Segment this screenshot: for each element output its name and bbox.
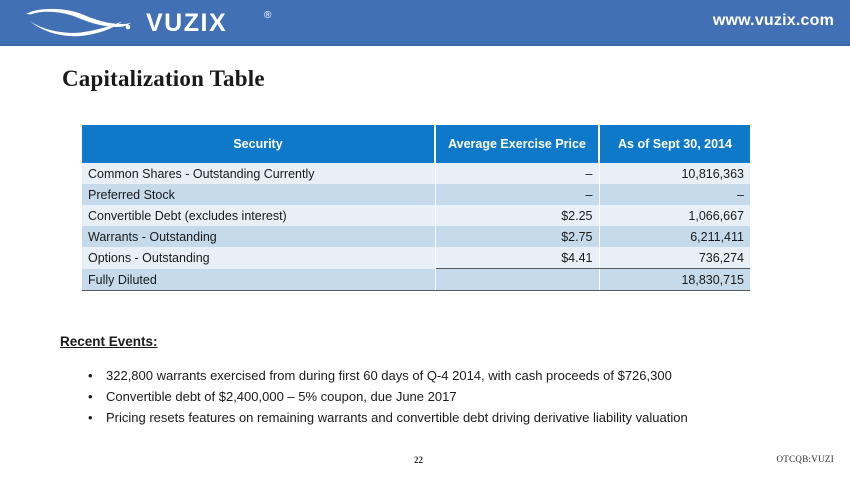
table-header: Security Average Exercise Price As of Se… xyxy=(82,125,750,163)
cell-amount: 1,066,667 xyxy=(599,205,750,226)
cell-price: – xyxy=(435,163,600,184)
company-website-url: www.vuzix.com xyxy=(712,12,834,29)
cell-security: Convertible Debt (excludes interest) xyxy=(82,205,436,226)
list-item-text: Convertible debt of $2,400,000 – 5% coup… xyxy=(106,389,457,404)
cell-amount: 6,211,411 xyxy=(599,226,750,247)
cell-amount: – xyxy=(599,184,750,205)
recent-events-heading: Recent Events: xyxy=(60,334,158,349)
cell-amount: 10,816,363 xyxy=(599,163,750,184)
banner-inner: VUZIX ® www.vuzix.com xyxy=(0,0,850,44)
cell-price: $4.41 xyxy=(435,247,600,269)
cell-price-total xyxy=(435,268,600,291)
cell-price: – xyxy=(435,184,600,205)
cell-amount-total: 18,830,715 xyxy=(599,268,750,291)
table-body: Common Shares - Outstanding Currently – … xyxy=(82,163,750,291)
table-row: Common Shares - Outstanding Currently – … xyxy=(82,163,750,184)
table-row: Options - Outstanding $4.41 736,274 xyxy=(82,247,750,269)
cell-security: Common Shares - Outstanding Currently xyxy=(82,163,436,184)
table-header-row: Security Average Exercise Price As of Se… xyxy=(82,125,750,163)
cell-amount: 736,274 xyxy=(599,247,750,269)
vuzix-swoosh-logo-icon xyxy=(22,6,142,40)
registered-trademark-icon: ® xyxy=(264,10,272,21)
page-number: 22 xyxy=(414,455,423,465)
table-row-total: Fully Diluted 18,830,715 xyxy=(82,268,750,291)
table-row: Warrants - Outstanding $2.75 6,211,411 xyxy=(82,226,750,247)
column-header-security: Security xyxy=(82,125,436,163)
table-row: Preferred Stock – – xyxy=(82,184,750,205)
bullet-icon: • xyxy=(88,368,93,383)
top-banner: VUZIX ® www.vuzix.com xyxy=(0,0,850,46)
list-item-text: Pricing resets features on remaining war… xyxy=(106,410,688,425)
cell-security: Options - Outstanding xyxy=(82,247,436,269)
cell-security-total: Fully Diluted xyxy=(82,268,436,291)
cell-security: Warrants - Outstanding xyxy=(82,226,436,247)
stock-ticker: OTCQB:VUZI xyxy=(776,454,834,464)
table-row: Convertible Debt (excludes interest) $2.… xyxy=(82,205,750,226)
page-title: Capitalization Table xyxy=(62,66,265,91)
list-item: • Convertible debt of $2,400,000 – 5% co… xyxy=(88,389,788,405)
cell-price: $2.25 xyxy=(435,205,600,226)
column-header-average-exercise-price: Average Exercise Price xyxy=(435,125,600,163)
list-item: • Pricing resets features on remaining w… xyxy=(88,410,788,426)
column-header-as-of-date: As of Sept 30, 2014 xyxy=(599,125,750,163)
vuzix-wordmark: VUZIX xyxy=(146,9,228,37)
list-item-text: 322,800 warrants exercised from during f… xyxy=(106,368,672,383)
bullet-icon: • xyxy=(88,410,93,425)
capitalization-table: Security Average Exercise Price As of Se… xyxy=(82,125,750,291)
list-item: • 322,800 warrants exercised from during… xyxy=(88,368,788,384)
cell-price: $2.75 xyxy=(435,226,600,247)
bullet-icon: • xyxy=(88,389,93,404)
cell-security: Preferred Stock xyxy=(82,184,436,205)
recent-events-list: • 322,800 warrants exercised from during… xyxy=(88,368,788,431)
